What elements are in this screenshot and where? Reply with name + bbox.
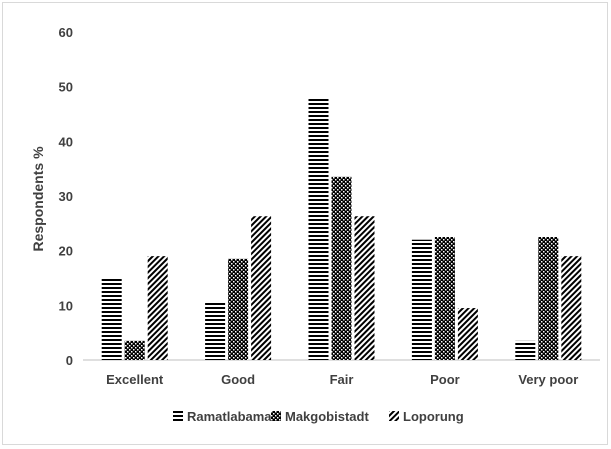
chart-frame: Respondents % 0 10 20 30 40 50 60 Excellent Goo…	[2, 2, 608, 445]
bar-chart: Respondents % 0 10 20 30 40 50 60 Excellent Goo…	[3, 3, 607, 444]
y-tick-label: 60	[59, 25, 73, 40]
y-tick-label: 40	[59, 134, 73, 149]
bar-loporung-good	[251, 216, 271, 360]
bar-loporung-fair	[355, 216, 375, 360]
bar-ramatlabama-fair	[309, 98, 329, 360]
bar-ramatlabama-excellent	[102, 278, 122, 360]
bar-makgobistadt-good	[228, 259, 248, 360]
legend: Ramatlabama Makgobistadt Loporung	[173, 409, 464, 424]
bar-ramatlabama-good	[205, 303, 225, 360]
bar-makgobistadt-poor	[435, 237, 455, 360]
legend-swatch-ramatlabama	[173, 411, 183, 421]
bar-ramatlabama-very-poor	[515, 341, 535, 360]
x-axis-ticks: Excellent Good Fair Poor Very poor	[106, 372, 578, 387]
x-tick-label: Very poor	[518, 372, 578, 387]
y-tick-label: 30	[59, 189, 73, 204]
legend-swatch-loporung	[389, 411, 399, 421]
y-tick-label: 50	[59, 80, 73, 95]
y-tick-label: 0	[66, 353, 73, 368]
legend-label-loporung: Loporung	[403, 409, 464, 424]
bar-loporung-excellent	[148, 256, 168, 360]
bar-loporung-very-poor	[561, 256, 581, 360]
bar-loporung-poor	[458, 308, 478, 360]
x-tick-label: Good	[221, 372, 255, 387]
y-axis-ticks: 0 10 20 30 40 50 60	[59, 25, 73, 368]
x-tick-label: Excellent	[106, 372, 164, 387]
x-tick-label: Fair	[330, 372, 354, 387]
legend-swatch-makgobistadt	[271, 411, 281, 421]
y-tick-label: 10	[59, 298, 73, 313]
y-tick-label: 20	[59, 244, 73, 259]
bar-makgobistadt-very-poor	[538, 237, 558, 360]
bar-makgobistadt-fair	[332, 177, 352, 360]
bars	[102, 98, 582, 360]
bar-ramatlabama-poor	[412, 240, 432, 360]
bar-makgobistadt-excellent	[125, 341, 145, 360]
x-tick-label: Poor	[430, 372, 460, 387]
y-axis-label: Respondents %	[30, 146, 46, 252]
legend-label-makgobistadt: Makgobistadt	[285, 409, 369, 424]
legend-label-ramatlabama: Ramatlabama	[187, 409, 272, 424]
